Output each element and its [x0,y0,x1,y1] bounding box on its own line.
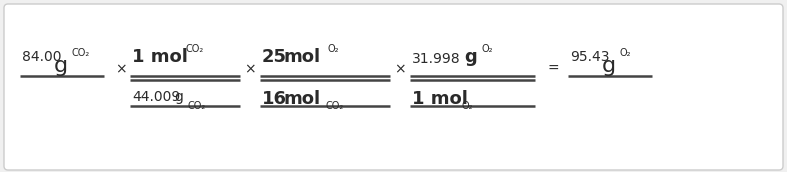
FancyBboxPatch shape [4,4,783,170]
Text: mol: mol [284,48,321,66]
Text: 25: 25 [262,48,287,66]
Text: ×: × [394,62,405,76]
Text: ×: × [115,62,127,76]
Text: O₂: O₂ [620,48,631,58]
Text: O₂: O₂ [462,101,474,111]
Text: 31.998: 31.998 [412,52,460,66]
Text: 95.43: 95.43 [570,50,609,64]
Text: 44.009: 44.009 [132,90,180,104]
Text: mol: mol [284,90,321,108]
Text: g: g [464,48,477,66]
Text: CO₂: CO₂ [186,44,205,54]
Text: CO₂: CO₂ [72,48,91,58]
Text: =: = [548,62,560,76]
Text: 1 mol: 1 mol [132,48,188,66]
Text: O₂: O₂ [328,44,339,54]
Text: CO₂: CO₂ [188,101,206,111]
Text: g: g [54,56,68,76]
Text: O₂: O₂ [482,44,493,54]
Text: CO₂: CO₂ [326,101,344,111]
Text: 84.00: 84.00 [22,50,61,64]
Text: g: g [174,90,183,104]
Text: ×: × [244,62,256,76]
Text: 16: 16 [262,90,287,108]
Text: g: g [602,56,616,76]
Text: 1 mol: 1 mol [412,90,468,108]
